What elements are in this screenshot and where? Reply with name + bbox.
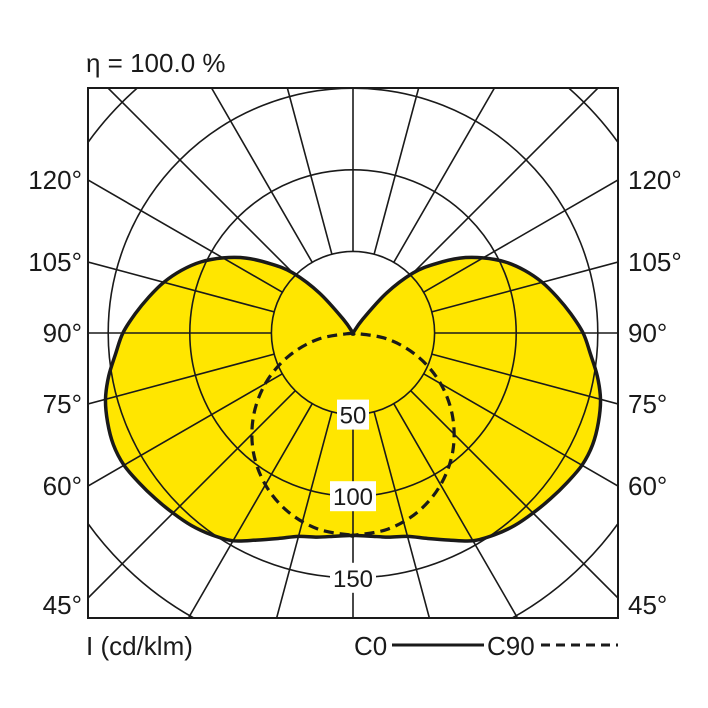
grid-spoke-60 <box>88 373 283 487</box>
plot-frame <box>87 87 619 619</box>
grid-spoke-45 <box>88 390 296 599</box>
grid-spoke-75 <box>88 353 275 405</box>
angle-label-right: 60° <box>628 471 667 501</box>
radial-tick-label: 100 <box>333 484 373 511</box>
radial-tick-label: 50 <box>340 403 367 430</box>
c0-fill-area <box>105 257 601 542</box>
angle-label-left: 90° <box>43 318 82 348</box>
grid-spoke-135 <box>107 88 296 276</box>
efficiency-title: η = 100.0 % <box>86 48 226 78</box>
grid-spoke-30 <box>187 403 313 618</box>
c0-curve <box>103 255 603 543</box>
grid-spoke-105 <box>88 261 275 313</box>
grid-spoke-135 <box>410 88 599 276</box>
grid-spoke-15 <box>275 411 333 618</box>
angle-label-right: 105° <box>628 247 682 277</box>
angle-label-right: 120° <box>628 165 682 195</box>
angle-label-right: 90° <box>628 318 667 348</box>
grid-spoke-150 <box>210 88 313 263</box>
angle-label-left: 60° <box>43 471 82 501</box>
tick-label-bg <box>330 562 376 593</box>
grid-spoke-105 <box>431 261 618 313</box>
grid-spoke-120 <box>423 179 618 293</box>
grid-spoke-120 <box>88 179 283 293</box>
angle-label-right: 45° <box>628 590 667 620</box>
tick-label-bg <box>337 399 369 430</box>
angle-label-left: 45° <box>43 590 82 620</box>
unit-label: I (cd/klm) <box>86 631 193 661</box>
grid-spoke-15 <box>373 411 431 618</box>
radial-tick-label: 150 <box>333 566 373 593</box>
tick-label-bg <box>330 481 376 512</box>
legend-c0-label: C0 <box>354 631 387 661</box>
grid-spoke-165 <box>286 88 333 255</box>
grid-spoke-150 <box>393 88 496 263</box>
angle-label-left: 75° <box>43 389 82 419</box>
grid-spoke-75 <box>431 353 618 405</box>
angle-label-right: 75° <box>628 389 667 419</box>
angle-label-left: 105° <box>28 247 82 277</box>
grid-spoke-45 <box>410 390 618 599</box>
grid-spoke-60 <box>423 373 618 487</box>
legend-c90-label: C90 <box>487 631 535 661</box>
angle-label-left: 120° <box>28 165 82 195</box>
grid-spoke-30 <box>393 403 519 618</box>
grid-spoke-165 <box>373 88 420 255</box>
